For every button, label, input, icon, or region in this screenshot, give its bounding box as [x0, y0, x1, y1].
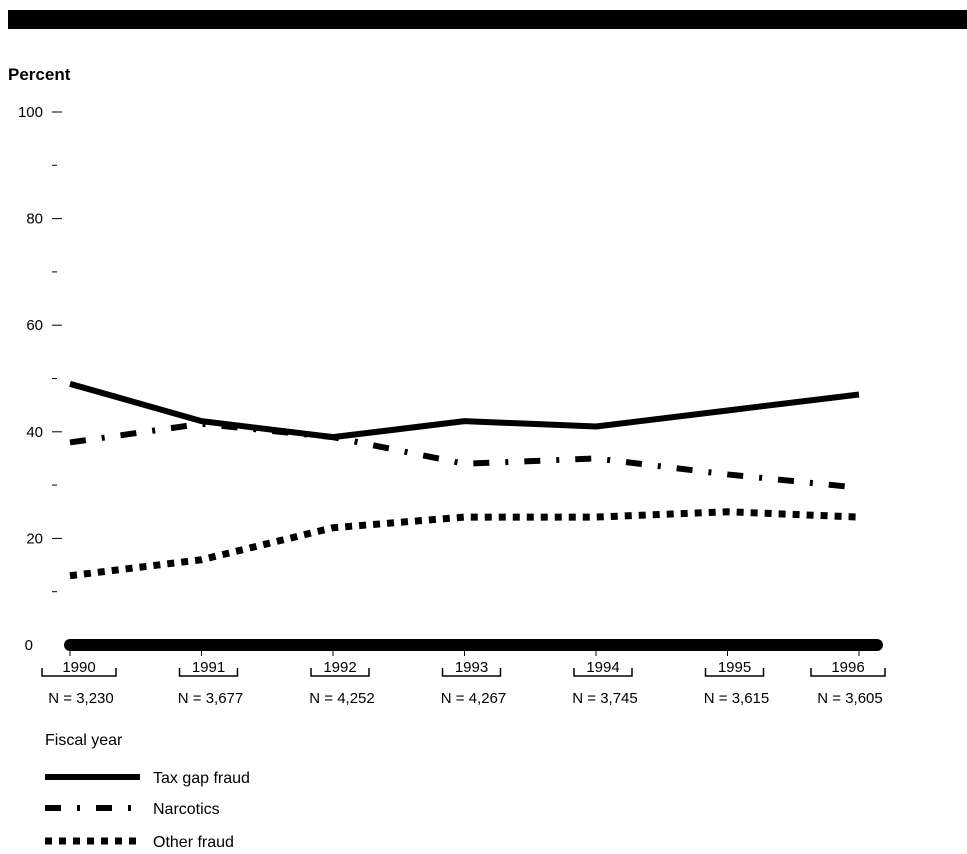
x-bracket — [178, 668, 239, 677]
x-axis-title: Fiscal year — [45, 732, 123, 749]
y-axis-title: Percent — [8, 65, 71, 84]
x-sample-size-label: N = 3,605 — [817, 690, 882, 707]
y-tick-label: 20 — [26, 530, 43, 547]
series-line-other-fraud — [69, 508, 860, 580]
x-tick-label: 1993 — [455, 659, 488, 676]
series-line-narcotics — [69, 420, 860, 491]
y-tick-label: 100 — [18, 104, 43, 121]
x-tick-label: 1991 — [192, 659, 225, 676]
x-sample-size-label: N = 4,267 — [441, 690, 506, 707]
x-sample-size-label: N = 3,615 — [704, 690, 769, 707]
x-sample-size-label: N = 3,230 — [48, 690, 113, 707]
legend-label: Other fraud — [153, 834, 234, 851]
x-bracket — [41, 668, 117, 677]
y-tick-label: 0 — [25, 637, 33, 654]
x-tick-label: 1990 — [62, 659, 95, 676]
x-tick-label: 1996 — [831, 659, 864, 676]
x-sample-size-label: N = 3,745 — [572, 690, 637, 707]
x-tick-label: 1995 — [718, 659, 751, 676]
x-axis: 1990 N = 3,230 1991 N = 3,677 1992 N = 4,252 1… — [41, 639, 886, 707]
x-bracket — [810, 668, 886, 677]
y-tick-label: 80 — [26, 211, 43, 228]
header-bar — [8, 10, 967, 29]
x-sample-size-label: N = 3,677 — [178, 690, 243, 707]
x-bracket — [573, 668, 633, 677]
x-tick-label: 1992 — [323, 659, 356, 676]
y-tick-label: 40 — [26, 424, 43, 441]
legend: Tax gap fraud Narcotics Other fraud — [45, 770, 250, 851]
x-tick-label: 1994 — [586, 659, 619, 676]
x-bracket — [441, 668, 502, 677]
legend-label: Narcotics — [153, 801, 220, 818]
x-bracket — [310, 668, 370, 677]
y-axis: 0 20 40 60 80 100 — [18, 104, 62, 654]
series-line-tax-gap-fraud — [69, 380, 860, 441]
y-tick-label: 60 — [26, 317, 43, 334]
legend-label: Tax gap fraud — [153, 770, 250, 787]
series-layer — [69, 380, 860, 580]
x-bracket — [704, 668, 765, 677]
x-sample-size-label: N = 4,252 — [309, 690, 374, 707]
